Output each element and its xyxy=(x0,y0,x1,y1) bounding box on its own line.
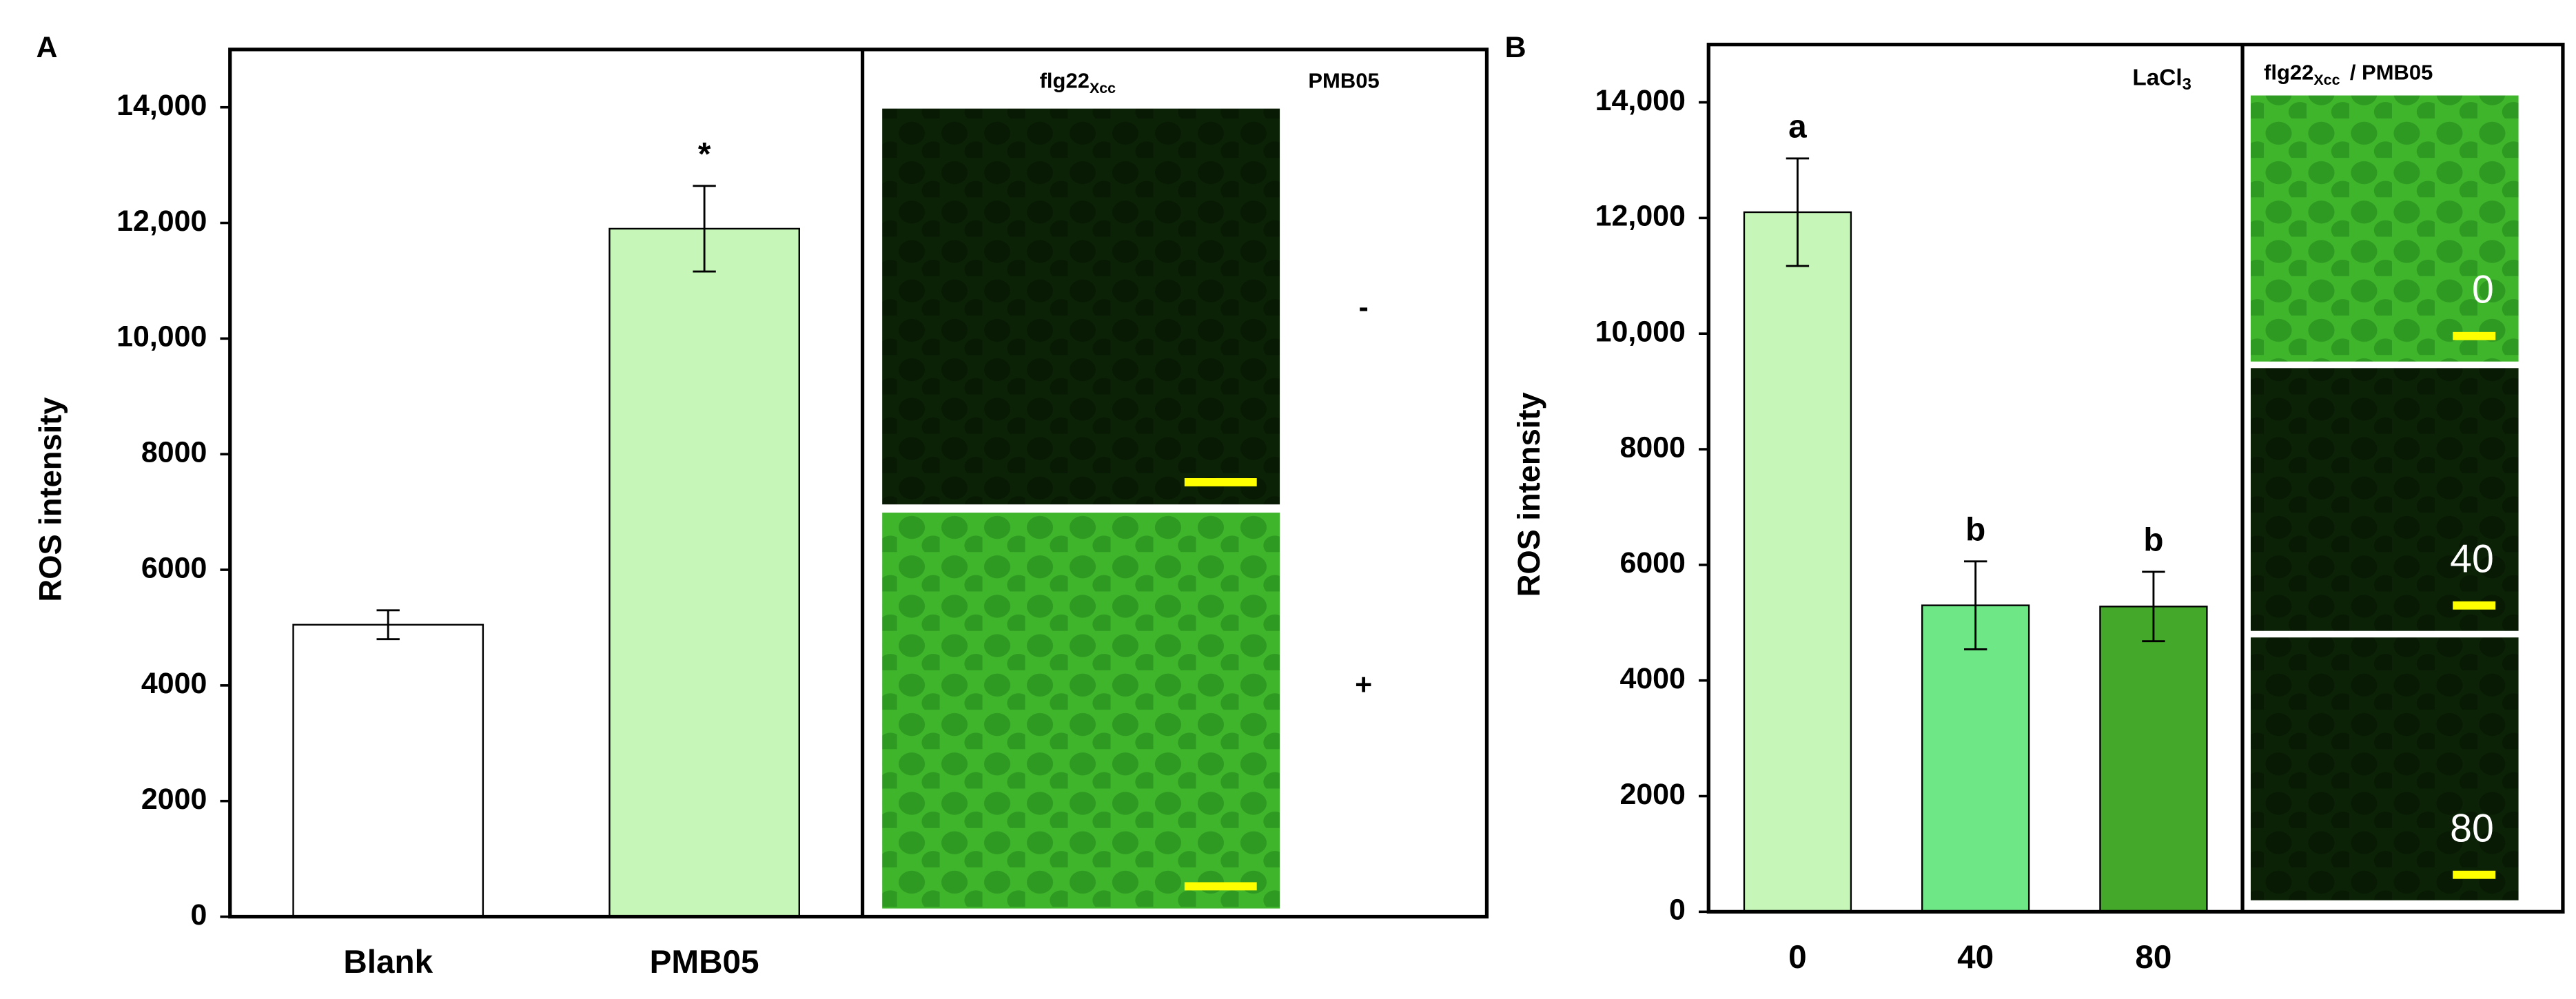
error-bar xyxy=(693,185,716,273)
image-label: 0 xyxy=(2472,268,2494,312)
scale-bar xyxy=(1184,882,1257,891)
row-label: + xyxy=(1355,668,1372,701)
micrograph xyxy=(2250,368,2519,631)
panel-label: A xyxy=(36,31,57,64)
column-label: PMB05 xyxy=(1308,69,1379,93)
image-label: 40 xyxy=(2450,537,2494,581)
x-tick-label: 0 xyxy=(1788,939,1807,976)
y-tick-label: 2000 xyxy=(1619,778,1685,811)
header-text: flg22 xyxy=(2264,61,2313,85)
panel-label: B xyxy=(1505,31,1526,64)
x-tick-label: 80 xyxy=(2135,939,2171,976)
y-tick-label: 14,000 xyxy=(1595,84,1686,117)
x-tick-label: PMB05 xyxy=(650,944,759,980)
significance-label: * xyxy=(698,136,711,173)
y-tick-label: 14,000 xyxy=(116,89,207,122)
image-label: 80 xyxy=(2450,807,2494,851)
image-header: flg22Xcc xyxy=(1040,69,1116,96)
scale-bar xyxy=(2453,601,2496,610)
y-tick-label: 10,000 xyxy=(116,320,207,353)
y-tick-label: 0 xyxy=(191,898,207,931)
error-bar xyxy=(1963,560,1987,650)
y-tick-label: 12,000 xyxy=(1595,200,1686,233)
error-bar xyxy=(2142,570,2165,643)
title-text: LaCl xyxy=(2132,65,2182,91)
bar xyxy=(1921,604,2030,913)
y-tick-label: 4000 xyxy=(141,667,207,700)
scale-bar xyxy=(1184,478,1257,486)
y-axis-title: ROS intensity xyxy=(1511,392,1546,597)
significance-label: b xyxy=(2143,522,2163,559)
y-tick-label: 6000 xyxy=(1619,546,1685,579)
y-tick-label: 4000 xyxy=(1619,662,1685,695)
significance-label: b xyxy=(1965,512,1985,548)
bar xyxy=(1743,211,1852,913)
plot-frame xyxy=(1706,43,2565,914)
y-axis-title: ROS intensity xyxy=(32,398,68,602)
y-tick-label: 10,000 xyxy=(1595,316,1686,349)
micrograph xyxy=(2250,95,2519,362)
header-text: flg22 xyxy=(1040,69,1090,93)
y-tick-label: 8000 xyxy=(1619,431,1685,464)
plot-frame xyxy=(228,48,1489,919)
significance-label: a xyxy=(1788,109,1807,145)
bar xyxy=(609,227,800,918)
header-suffix: / PMB05 xyxy=(2350,61,2433,85)
scale-bar xyxy=(2453,331,2496,340)
row-label: - xyxy=(1359,291,1369,324)
error-bar xyxy=(376,609,400,641)
bar xyxy=(292,624,484,918)
micrograph xyxy=(882,513,1280,909)
x-tick-label: 40 xyxy=(1957,939,1994,976)
y-tick-label: 12,000 xyxy=(116,205,207,238)
title-subscript: 3 xyxy=(2183,76,2191,94)
y-tick-label: 0 xyxy=(1669,894,1686,927)
micrograph xyxy=(882,108,1280,505)
inset-title: LaCl3 xyxy=(2132,65,2191,94)
header-subscript: Xcc xyxy=(2313,72,2340,88)
y-tick-label: 8000 xyxy=(141,436,207,469)
image-header: flg22Xcc / PMB05 xyxy=(2264,61,2433,88)
error-bar xyxy=(1786,157,1810,267)
y-tick-label: 6000 xyxy=(141,551,207,584)
y-tick-label: 2000 xyxy=(141,783,207,816)
micrograph xyxy=(2250,637,2519,900)
header-subscript: Xcc xyxy=(1090,80,1116,96)
scale-bar xyxy=(2453,870,2496,879)
bar xyxy=(2099,606,2208,913)
x-tick-label: Blank xyxy=(343,944,433,980)
